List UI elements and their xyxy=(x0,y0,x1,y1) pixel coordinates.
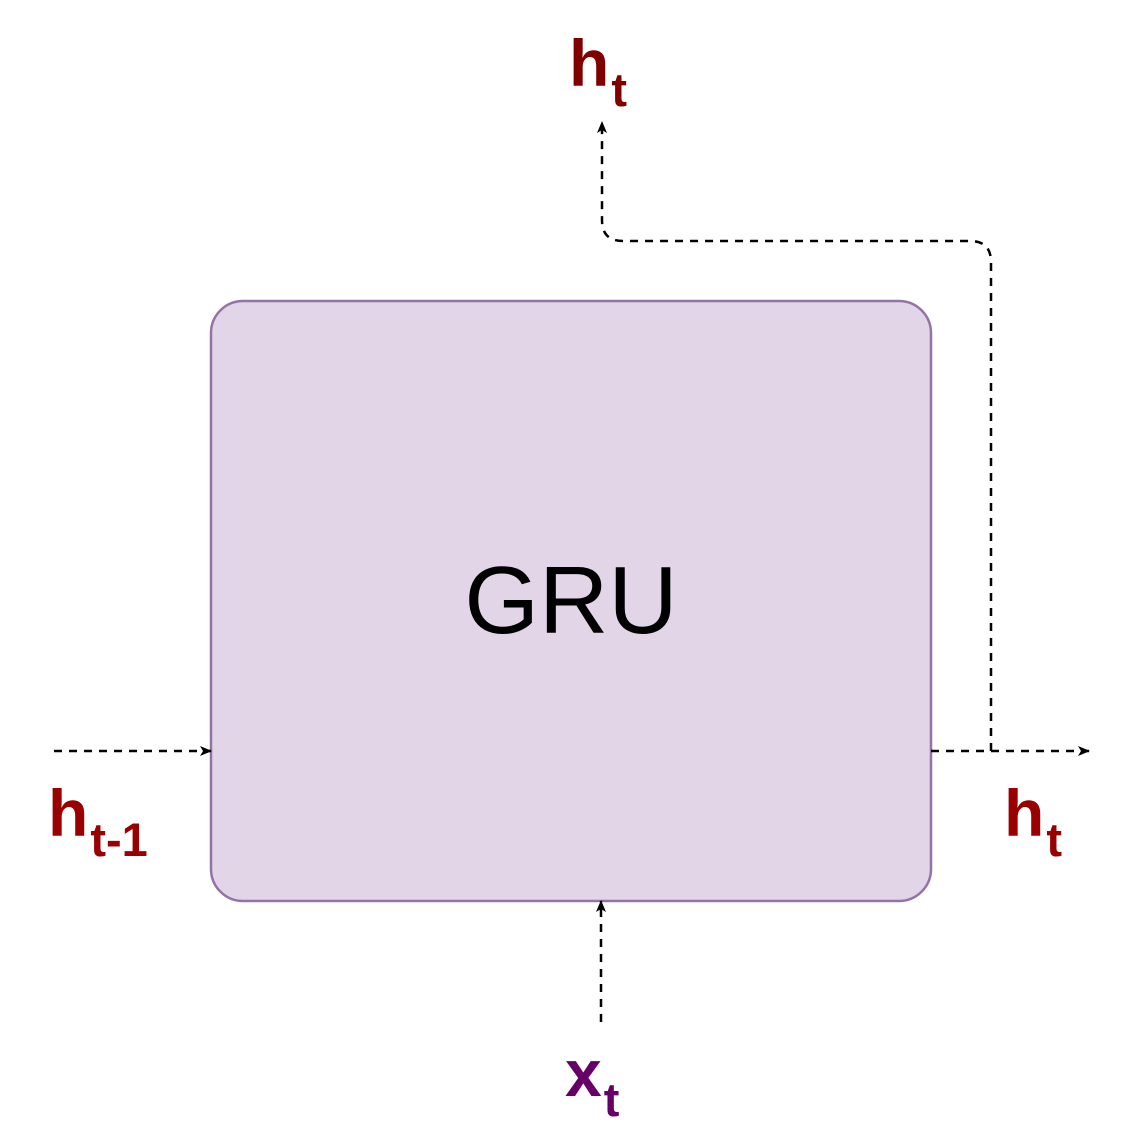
input-x-label: xt xyxy=(565,1040,619,1123)
gru-label: GRU xyxy=(464,547,678,654)
gru-block[interactable] xyxy=(209,299,933,903)
previous-hidden-state-label-base: h xyxy=(48,776,89,850)
output-branch-arrow xyxy=(597,121,993,751)
output-label-top-sub: t xyxy=(611,63,627,116)
output-label-top: ht xyxy=(569,30,627,113)
output-label-right-sub: t xyxy=(1046,813,1062,866)
output-label-top-base: h xyxy=(569,26,610,100)
previous-hidden-state-label-sub: t-1 xyxy=(90,813,148,866)
previous-hidden-state-label: ht-1 xyxy=(48,780,148,863)
output-label-right-base: h xyxy=(1004,776,1045,850)
output-label-right: ht xyxy=(1004,780,1062,863)
input-x-label-sub: t xyxy=(603,1073,620,1126)
input-x-label-base: x xyxy=(565,1036,602,1110)
